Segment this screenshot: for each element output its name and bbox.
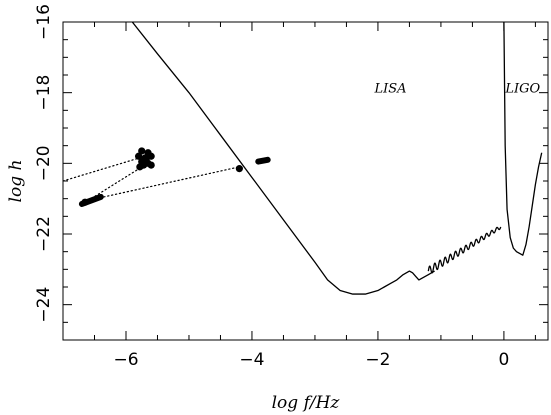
data-point: [81, 198, 89, 206]
y-tick-label: −22: [34, 216, 54, 252]
x-tick-label: −4: [239, 350, 264, 370]
data-point: [147, 152, 155, 160]
x-tick-label: 0: [498, 350, 509, 370]
series-dotted-track: [87, 166, 240, 202]
data-point: [138, 147, 146, 155]
annotation-lisa: LISA: [374, 82, 407, 97]
x-axis-label: log f/Hz: [272, 393, 341, 413]
series-lisa-sensitivity: [131, 22, 435, 295]
series-ligo-sensitivity: [503, 22, 543, 256]
y-tick-label: −16: [34, 4, 54, 40]
y-tick-label: −18: [34, 75, 54, 111]
series-lisa-wiggles: [427, 226, 502, 274]
y-tick-label: −24: [34, 287, 54, 323]
plot-frame: [62, 21, 549, 341]
x-tick-label: −2: [365, 350, 390, 370]
data-point: [235, 165, 243, 173]
y-tick-label: −20: [34, 145, 54, 181]
data-point: [134, 152, 143, 160]
data-point: [140, 161, 148, 169]
data-point: [147, 161, 155, 169]
x-tick-label: −6: [113, 350, 138, 370]
y-axis-label: log h: [6, 160, 26, 203]
series-thick-segment: [255, 156, 271, 165]
series-dotted-track: [87, 164, 146, 202]
annotation-ligo: LIGO: [504, 82, 540, 97]
series-dotted-track: [63, 155, 146, 182]
